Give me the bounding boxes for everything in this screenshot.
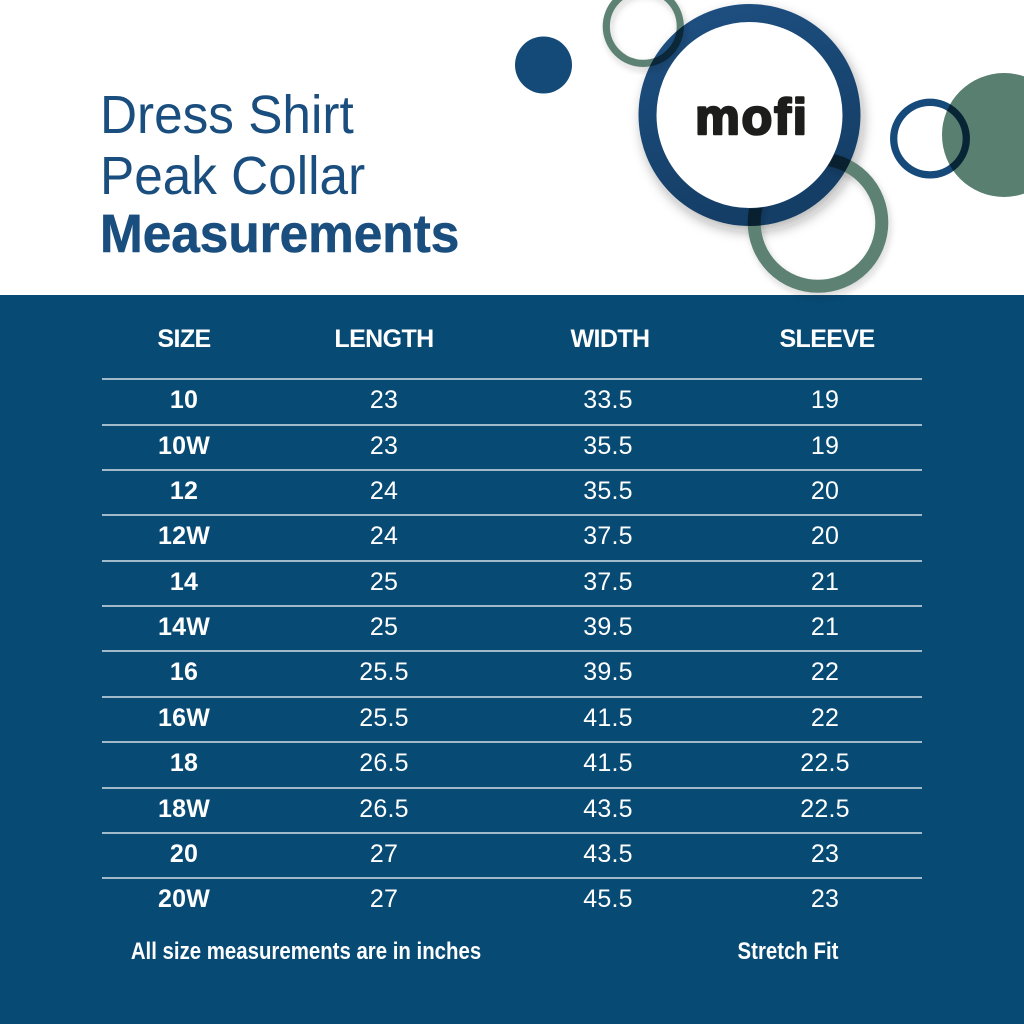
- svg-text:mofi: mofi: [695, 89, 809, 145]
